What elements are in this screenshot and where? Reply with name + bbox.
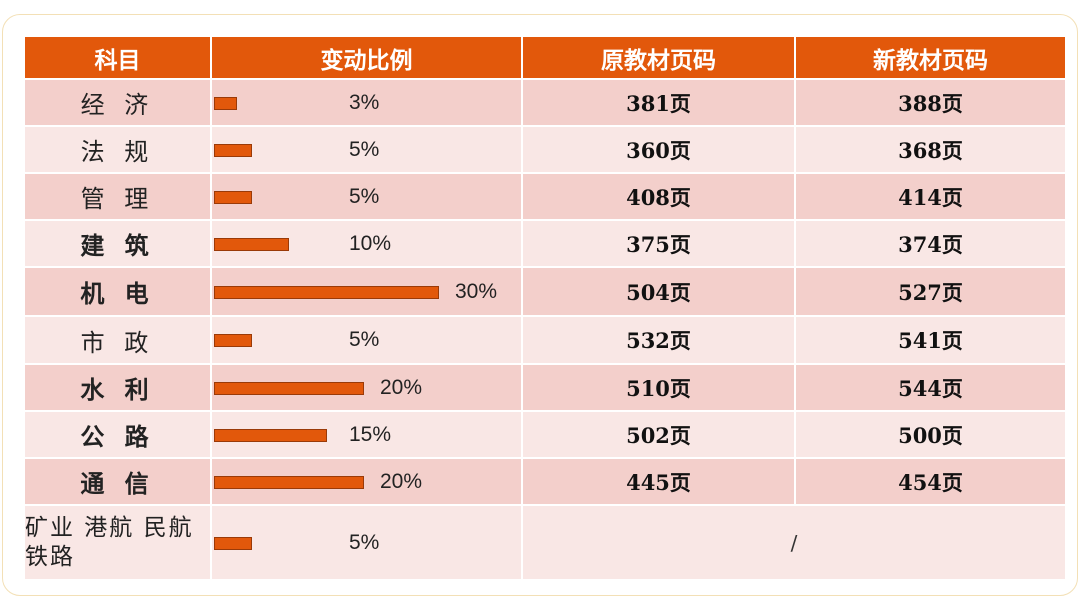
- table-body: 经 济 3% 381页 388页法 规 5% 360页 368页管 理 5% 408页 414页建…: [25, 80, 1065, 504]
- old-page-count: 510页: [523, 365, 796, 410]
- new-page-count: 544页: [796, 365, 1065, 410]
- table-row: 建 筑 10% 375页 374页: [25, 221, 1065, 266]
- header-change-ratio: 变动比例: [212, 37, 523, 78]
- merged-pages-cell: /: [523, 506, 1065, 579]
- ratio-bar: [214, 428, 327, 442]
- header-new-pages: 新教材页码: [796, 37, 1065, 78]
- old-page-count: 408页: [523, 174, 796, 219]
- ratio-bar: [214, 237, 289, 251]
- ratio-bar: [214, 143, 252, 157]
- new-page-count: 541页: [796, 317, 1065, 363]
- old-page-count: 381页: [523, 80, 796, 125]
- table-row: 公 路 15% 502页 500页: [25, 412, 1065, 457]
- old-page-count: 445页: [523, 459, 796, 504]
- old-page-count: 502页: [523, 412, 796, 457]
- subject-name: 矿业 港航 民航 铁路: [25, 514, 210, 572]
- new-page-count: 500页: [796, 412, 1065, 457]
- table-header-row: 科目 变动比例 原教材页码 新教材页码: [25, 37, 1065, 78]
- ratio-label: 10%: [349, 231, 392, 255]
- ratio-bar: [214, 536, 252, 550]
- new-page-count: 527页: [796, 268, 1065, 315]
- subject-line-1: 矿业 港航: [25, 514, 135, 541]
- table-row-last: 矿业 港航 民航 铁路 5% /: [25, 506, 1065, 579]
- ratio-label: 5%: [349, 137, 380, 161]
- new-page-count: 414页: [796, 174, 1065, 219]
- table-row: 法 规 5% 360页 368页: [25, 127, 1065, 172]
- ratio-bar: [214, 475, 364, 489]
- table-row: 水 利 20% 510页 544页: [25, 365, 1065, 410]
- ratio-label: 3%: [349, 90, 380, 114]
- subject-name: 建 筑: [80, 232, 155, 260]
- table-row: 管 理 5% 408页 414页: [25, 174, 1065, 219]
- subject-name: 市 政: [80, 328, 155, 357]
- ratio-label: 30%: [455, 279, 498, 303]
- old-page-count: 504页: [523, 268, 796, 315]
- ratio-bar: [214, 285, 439, 299]
- ratio-label: 20%: [380, 375, 423, 399]
- subject-name: 机 电: [80, 280, 155, 308]
- slide-frame: [2, 14, 1078, 596]
- table-row: 机 电 30% 504页 527页: [25, 268, 1065, 315]
- subject-name: 管 理: [80, 185, 155, 213]
- ratio-label: 5%: [349, 184, 380, 208]
- subject-name: 法 规: [80, 138, 155, 166]
- old-page-count: 360页: [523, 127, 796, 172]
- new-page-count: 368页: [796, 127, 1065, 172]
- page-table: 科目 变动比例 原教材页码 新教材页码 经 济 3% 381页 388页法 规 5% 36…: [25, 37, 1065, 581]
- ratio-bar: [214, 96, 237, 110]
- new-page-count: 374页: [796, 221, 1065, 266]
- subject-name: 公 路: [80, 423, 155, 451]
- table-row: 通 信 20% 445页 454页: [25, 459, 1065, 504]
- table-row: 经 济 3% 381页 388页: [25, 80, 1065, 125]
- new-page-count: 454页: [796, 459, 1065, 504]
- old-page-count: 375页: [523, 221, 796, 266]
- subject-name: 经 济: [80, 91, 155, 119]
- ratio-bar: [214, 334, 252, 347]
- subject-name: 通 信: [80, 470, 155, 498]
- table-row: 市 政 5% 532页 541页: [25, 317, 1065, 363]
- subject-line-2: 民航 铁路: [25, 514, 194, 570]
- ratio-bar: [214, 381, 364, 395]
- header-old-pages: 原教材页码: [523, 37, 796, 78]
- header-subject: 科目: [25, 37, 212, 78]
- ratio-label: 20%: [380, 469, 423, 493]
- old-page-count: 532页: [523, 317, 796, 363]
- ratio-label: 15%: [349, 422, 392, 446]
- ratio-bar: [214, 190, 252, 204]
- new-page-count: 388页: [796, 80, 1065, 125]
- ratio-label: 5%: [349, 530, 380, 554]
- subject-name: 水 利: [80, 376, 155, 404]
- ratio-label: 5%: [349, 328, 380, 351]
